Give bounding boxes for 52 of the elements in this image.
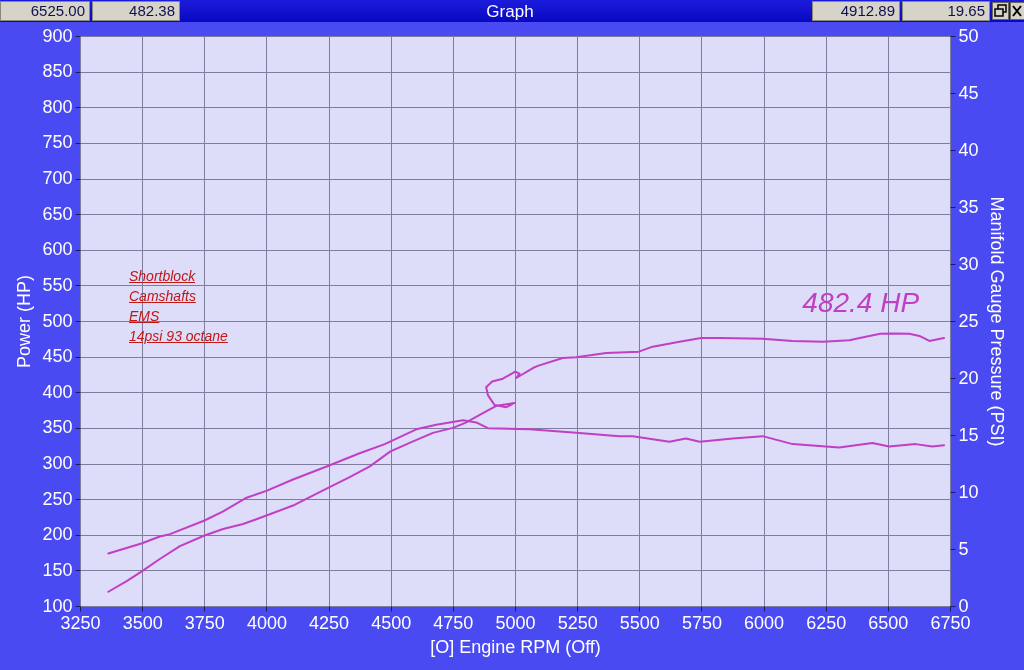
y-tick-label: 900 xyxy=(42,25,73,46)
readout-field: 19.65 xyxy=(902,1,990,21)
y-tick-label: 600 xyxy=(42,239,73,260)
x-tick-label: 5250 xyxy=(557,612,598,633)
y-tick-label: 650 xyxy=(42,203,73,224)
y-tick-label: 150 xyxy=(42,559,73,580)
y2-tick-label: 15 xyxy=(958,424,979,445)
y-tick-label: 450 xyxy=(42,346,73,367)
y-tick-label: 400 xyxy=(42,381,73,402)
x-tick-label: 5750 xyxy=(681,612,722,633)
y-tick-label: 750 xyxy=(42,132,73,153)
y-tick-label: 300 xyxy=(42,453,73,473)
y-tick-label: 800 xyxy=(42,96,73,117)
y2-tick-label: 50 xyxy=(958,25,979,46)
x-tick-label: 3750 xyxy=(184,612,225,633)
y-tick-label: 500 xyxy=(42,310,73,331)
x-tick-label: 6500 xyxy=(868,612,909,633)
annotation: 14psi 93 octane xyxy=(129,328,228,344)
x-tick-label: 3500 xyxy=(122,612,163,633)
y-tick-label: 700 xyxy=(42,168,73,188)
readout-field: 4912.89 xyxy=(812,1,900,21)
y2-tick-label: 30 xyxy=(958,253,979,274)
annotation: Camshafts xyxy=(129,288,196,304)
y2-tick-label: 40 xyxy=(958,139,979,160)
y2-axis-title: Manifold Gauge Pressure (PSI) xyxy=(986,196,1007,447)
chart-title: Graph xyxy=(486,2,534,21)
x-tick-label: 6000 xyxy=(744,612,785,633)
y2-tick-label: 45 xyxy=(958,82,979,103)
y2-tick-label: 25 xyxy=(958,310,979,331)
y2-tick-label: 5 xyxy=(958,538,969,559)
line-series xyxy=(107,332,946,593)
y-tick-label: 550 xyxy=(42,274,73,295)
x-tick-label: 5000 xyxy=(495,612,536,633)
x-tick-label: 4000 xyxy=(246,612,287,633)
x-tick-label: 6250 xyxy=(806,612,847,633)
y2-tick-label: 10 xyxy=(958,481,979,502)
x-tick-label: 5500 xyxy=(619,612,660,633)
y-tick-label: 350 xyxy=(42,417,73,438)
annotation: EMS xyxy=(129,308,160,324)
y2-tick-label: 20 xyxy=(958,367,979,388)
y-tick-label: 850 xyxy=(42,61,73,82)
y2-tick-label: 35 xyxy=(958,196,979,217)
x-tick-label: 4750 xyxy=(433,612,474,633)
y-tick-label: 250 xyxy=(42,488,73,509)
y-axis-title: Power (HP) xyxy=(14,274,35,369)
readout-field: 6525.00 xyxy=(0,1,90,21)
x-tick-label: 4500 xyxy=(371,612,412,633)
x-tick-label: 4250 xyxy=(309,612,350,633)
y-tick-label: 200 xyxy=(42,524,73,545)
x-axis-title: [O] Engine RPM (Off) xyxy=(430,636,601,657)
annotation: Shortblock xyxy=(129,268,196,284)
readout-field: 482.38 xyxy=(92,1,180,21)
